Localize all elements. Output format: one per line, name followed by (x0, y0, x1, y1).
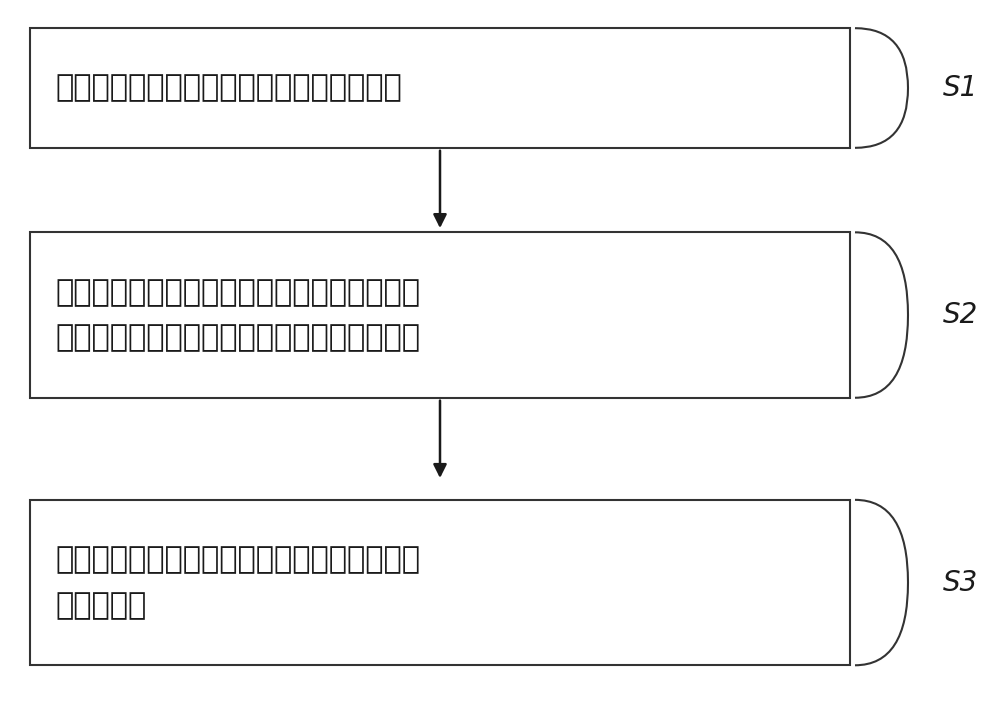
Bar (30, 28, 850, 148)
Text: 通过若干个接收同频时钟控制接收模块并行采: 通过若干个接收同频时钟控制接收模块并行采 (55, 277, 420, 307)
Text: 对若干个采样数值进行判断，得到最佳的接收: 对若干个采样数值进行判断，得到最佳的接收 (55, 545, 420, 574)
Text: S1: S1 (943, 74, 978, 102)
Text: S3: S3 (943, 569, 978, 596)
Bar (30, 232, 850, 398)
Text: S2: S2 (943, 301, 978, 329)
Text: 发送模块发送连续串行数据信号至接收模块: 发送模块发送连续串行数据信号至接收模块 (55, 73, 402, 103)
Text: 同频时钟。: 同频时钟。 (55, 591, 146, 620)
Bar (30, 500, 850, 665)
Text: 样连续串行数据信号，得到若干个采样数值；: 样连续串行数据信号，得到若干个采样数值； (55, 323, 420, 353)
